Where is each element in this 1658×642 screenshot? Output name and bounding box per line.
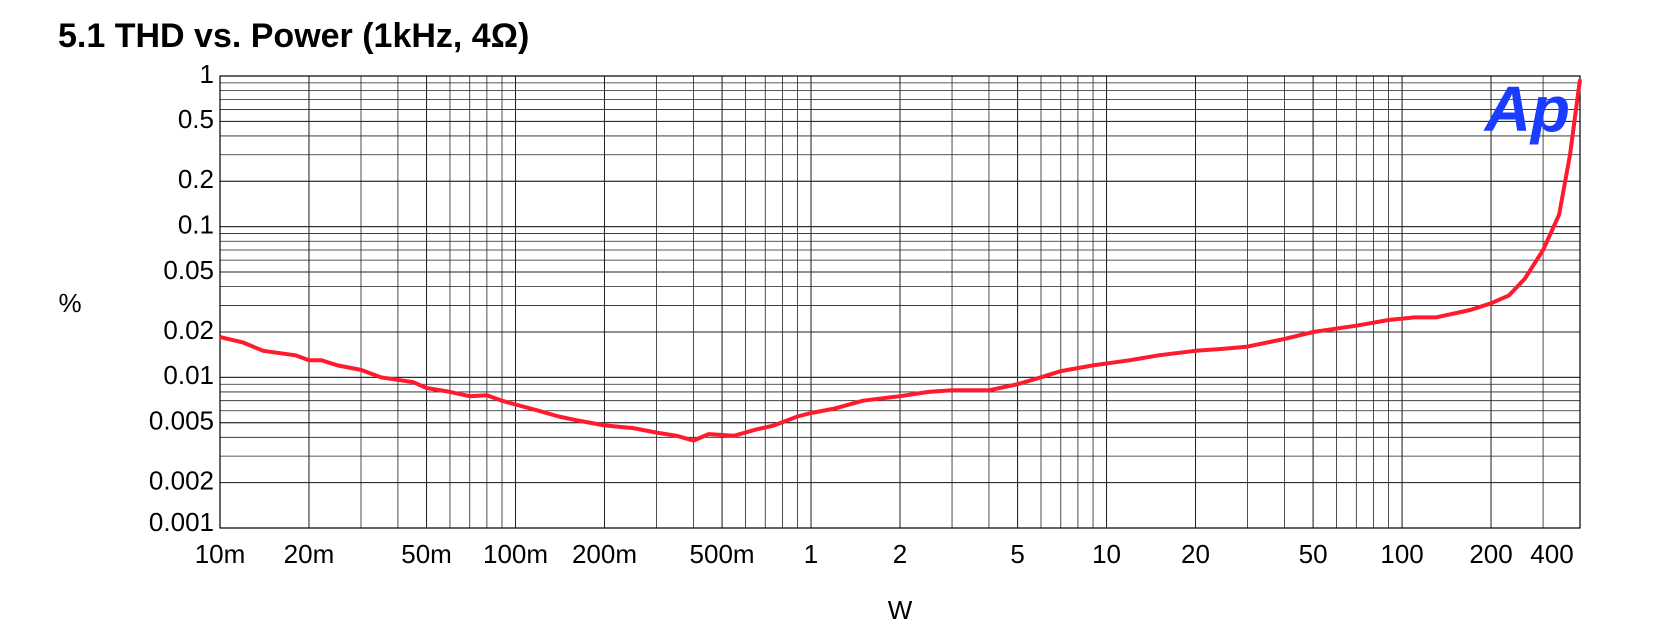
x-tick-label: 200m (572, 539, 637, 569)
y-tick-label: 0.002 (149, 466, 214, 496)
x-tick-label: 10 (1092, 539, 1121, 569)
y-tick-label: 0.5 (178, 104, 214, 134)
y-axis-label: % (58, 288, 81, 318)
y-tick-label: 0.05 (163, 255, 214, 285)
x-tick-label: 5 (1010, 539, 1024, 569)
y-tick-label: 0.001 (149, 507, 214, 537)
logo: Ap (1483, 73, 1570, 145)
x-tick-label: 50m (401, 539, 452, 569)
x-tick-label: 100m (483, 539, 548, 569)
y-tick-label: 0.1 (178, 210, 214, 240)
x-tick-label: 2 (893, 539, 907, 569)
y-tick-label: 1 (200, 59, 214, 89)
x-tick-label: 20m (284, 539, 335, 569)
x-tick-label: 500m (690, 539, 755, 569)
x-tick-label: 100 (1380, 539, 1423, 569)
x-tick-label: 50 (1299, 539, 1328, 569)
y-tick-label: 0.2 (178, 164, 214, 194)
data-line (219, 79, 1582, 443)
x-tick-label: 20 (1181, 539, 1210, 569)
chart-title: 5.1 THD vs. Power (1kHz, 4Ω) (58, 17, 529, 55)
y-tick-label: 0.01 (163, 360, 214, 390)
x-axis-label: W (888, 595, 913, 625)
x-tick-label: 200 (1469, 539, 1512, 569)
x-tick-label: 400 (1530, 539, 1573, 569)
x-tick-label: 10m (195, 539, 246, 569)
x-tick-label: 1 (804, 539, 818, 569)
plot-frame (219, 75, 1581, 529)
y-tick-label: 0.02 (163, 315, 214, 345)
y-tick-label: 0.005 (149, 406, 214, 436)
